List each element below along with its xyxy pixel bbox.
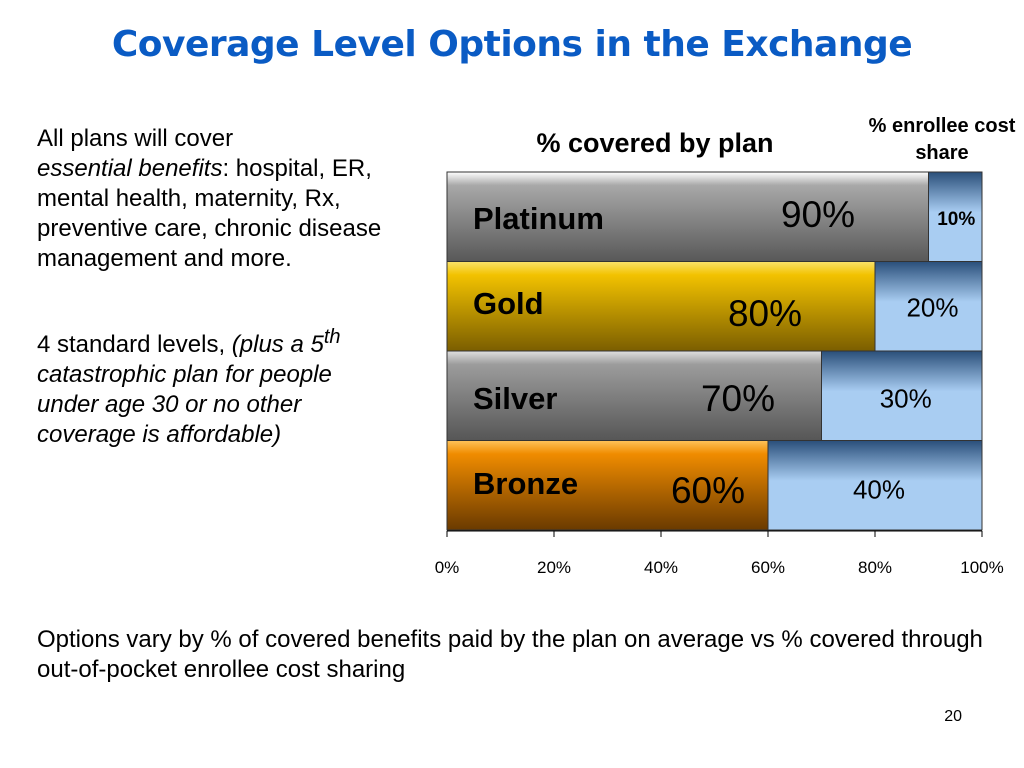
para2-italic-b: catastrophic plan for people under age 3… (37, 361, 332, 448)
covered-value-gold: 80% (728, 293, 802, 334)
x-tick-label: 60% (751, 558, 785, 577)
left-text-block: All plans will cover essential benefits: … (37, 124, 397, 498)
tier-label-silver: Silver (473, 381, 557, 416)
bar-cost-share-gold (874, 261, 983, 352)
page-number: 20 (944, 708, 962, 725)
x-tick-label: 80% (858, 558, 892, 577)
para2-start: 4 standard levels, (37, 331, 232, 358)
x-tick-label: 40% (644, 558, 678, 577)
bar-cost-share-silver (821, 350, 983, 441)
bar-cost-share-bronze (767, 440, 983, 531)
cost-share-value-platinum: 10% (937, 209, 975, 230)
chart-marks: Platinum 90% 10% Gold 80% 20% Silver 70% 30% Bron… (435, 171, 1004, 577)
footer-text: Options vary by % of covered benefits pa… (37, 626, 983, 683)
tier-label-bronze: Bronze (473, 466, 578, 501)
para1-start: All plans will cover (37, 125, 234, 152)
covered-value-silver: 70% (701, 378, 775, 419)
standard-levels-paragraph: 4 standard levels, (plus a 5th catastrop… (37, 322, 397, 450)
x-tick-label: 100% (960, 558, 1003, 577)
cost-share-value-bronze: 40% (853, 474, 905, 504)
covered-value-platinum: 90% (781, 194, 855, 235)
essential-benefits-term: essential benefits (37, 155, 223, 182)
bar-covered-bronze (446, 440, 769, 531)
tier-label-platinum: Platinum (473, 201, 604, 236)
superscript-th: th (323, 326, 341, 348)
essential-benefits-paragraph: All plans will cover essential benefits: … (37, 124, 397, 274)
cost-share-heading: % enrollee cost share (868, 115, 1016, 164)
slide-title: Coverage Level Options in the Exchange (111, 24, 913, 65)
para1-rest: : hospital, ER, mental health, maternity… (37, 155, 382, 272)
x-tick-label: 0% (435, 558, 460, 577)
covered-value-bronze: 60% (671, 470, 745, 511)
bar-covered-gold (446, 261, 876, 352)
bar-cost-share-platinum (928, 171, 983, 262)
para2-italic-a: (plus a 5 (231, 331, 324, 358)
bar-covered-silver (446, 350, 822, 441)
cost-share-value-gold: 20% (906, 292, 958, 322)
x-tick-label: 20% (537, 558, 571, 577)
chart-title: % covered by plan (536, 128, 774, 158)
cost-share-value-silver: 30% (880, 383, 932, 413)
bar-covered-platinum (446, 171, 929, 262)
catastrophic-plan-note: (plus a 5th catastrophic plan for people… (37, 326, 341, 448)
tier-label-gold: Gold (473, 286, 544, 321)
